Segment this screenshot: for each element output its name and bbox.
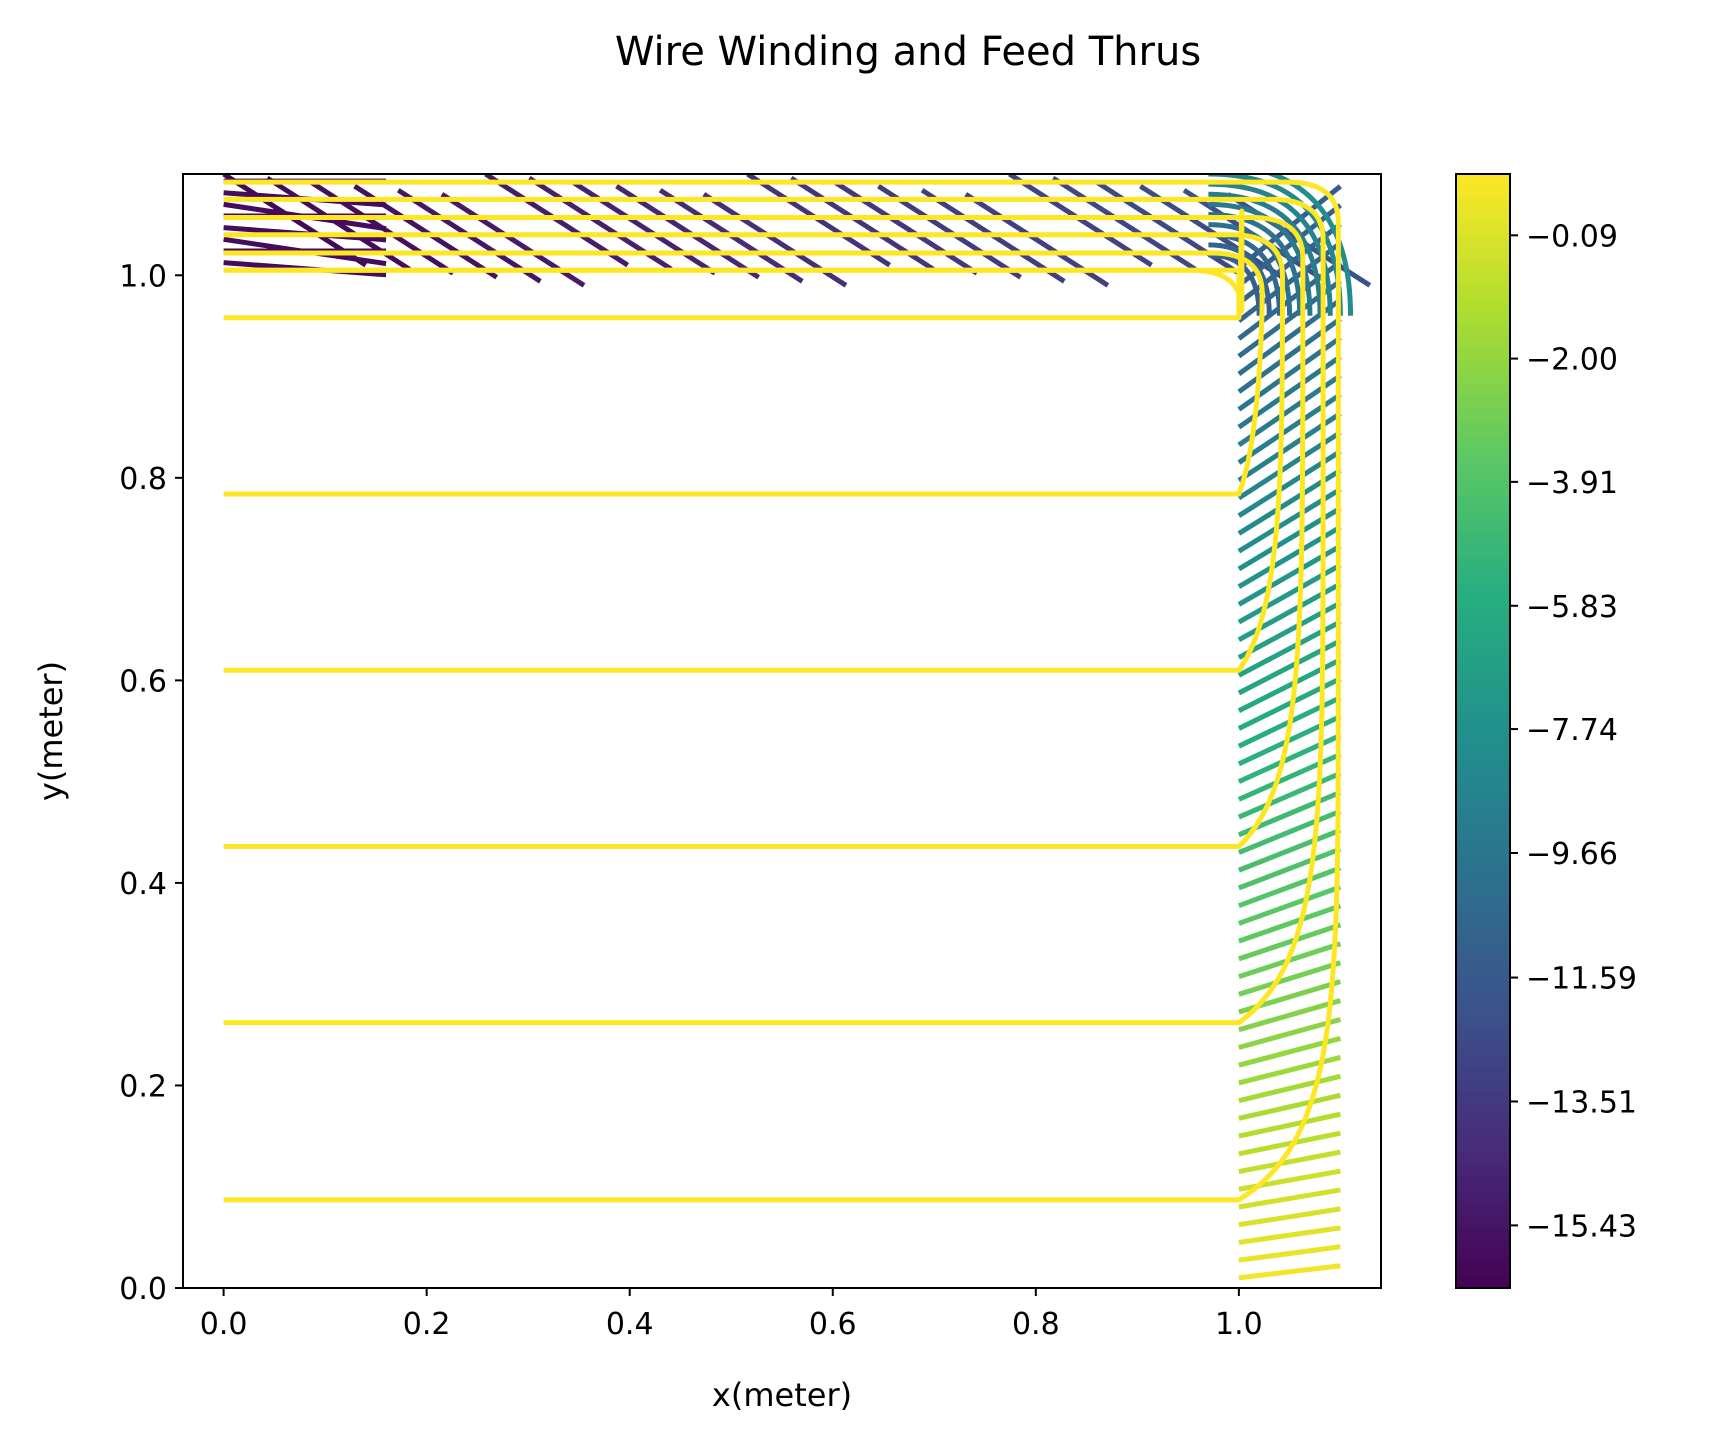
field-line — [833, 179, 979, 276]
colorbar-tick-label: −7.74 — [1526, 713, 1618, 748]
colorbar-tick-label: −2.00 — [1526, 343, 1618, 378]
x-axis: 0.0 0.2 0.4 0.6 0.8 1.0 — [200, 1288, 1263, 1342]
x-tick-label: 0.0 — [200, 1307, 248, 1342]
y-tick-label: 0.2 — [119, 1069, 167, 1104]
colorbar-tick-label: −11.59 — [1526, 962, 1637, 997]
y-axis: 0.0 0.2 0.4 0.6 0.8 1.0 — [119, 259, 183, 1307]
field-line — [1051, 175, 1197, 272]
field-line — [1238, 1187, 1341, 1210]
field-line — [1237, 827, 1342, 873]
winding-line — [223, 179, 1341, 1203]
field-line — [1238, 1244, 1341, 1263]
field-line — [1238, 1130, 1341, 1157]
x-tick-label: 0.2 — [403, 1307, 451, 1342]
field-line — [1237, 752, 1342, 802]
field-line — [1238, 922, 1342, 962]
winding-line — [223, 267, 1242, 318]
field-line — [1238, 1225, 1341, 1245]
y-tick-label: 0.8 — [119, 462, 167, 497]
plot-area — [182, 173, 1382, 1289]
colorbar-frame — [1455, 173, 1511, 1289]
y-tick-label: 1.0 — [119, 259, 167, 294]
colorbar-tick-label: −0.09 — [1526, 219, 1618, 254]
y-axis-label: y(meter) — [32, 661, 70, 801]
field-line — [789, 175, 935, 272]
field-line — [1208, 252, 1262, 316]
colorbar: −0.09 −2.00 −3.91 −5.83 −7.74 −9.66 −11.59 −13.… — [1455, 173, 1637, 1289]
field-line — [1238, 903, 1342, 944]
field-line — [1238, 1073, 1341, 1104]
winding-line — [223, 215, 1306, 849]
wire-winding-lines — [223, 179, 1341, 1203]
field-line — [1237, 865, 1342, 909]
winding-line — [223, 196, 1326, 1026]
field-line — [1238, 884, 1342, 926]
field-line — [1237, 846, 1342, 891]
field-line-contours — [222, 174, 1372, 1281]
x-tick-label: 1.0 — [1215, 1307, 1263, 1342]
y-tick-label: 0.0 — [119, 1272, 167, 1307]
colorbar-level-lines — [1457, 176, 1509, 1286]
field-line — [1208, 191, 1323, 316]
x-tick-label: 0.6 — [809, 1307, 857, 1342]
field-line — [1238, 1111, 1341, 1139]
field-line — [1238, 1092, 1341, 1121]
field-line — [1238, 1149, 1341, 1174]
field-line — [1208, 201, 1313, 316]
colorbar-tick-label: −5.83 — [1526, 590, 1618, 625]
field-line — [1238, 960, 1342, 997]
chart-title: Wire Winding and Feed Thrus — [615, 29, 1201, 75]
winding-line — [223, 232, 1286, 673]
colorbar-tick-label: −3.91 — [1526, 466, 1618, 501]
x-tick-label: 0.4 — [606, 1307, 654, 1342]
y-tick-label: 0.4 — [119, 867, 167, 902]
field-line — [1237, 808, 1342, 855]
field-line — [571, 179, 717, 276]
field-line — [1208, 181, 1333, 316]
field-line — [1238, 1263, 1341, 1281]
x-axis-label: x(meter) — [712, 1376, 852, 1414]
colorbar-tick-label: −13.51 — [1526, 1085, 1637, 1120]
field-line — [1208, 242, 1272, 316]
x-tick-label: 0.8 — [1012, 1307, 1060, 1342]
field-line — [1238, 1017, 1342, 1050]
colorbar-gradient — [1456, 174, 1510, 1288]
field-line — [1238, 998, 1342, 1033]
y-tick-label: 0.6 — [119, 664, 167, 699]
field-line — [1238, 1206, 1341, 1228]
field-line — [1264, 174, 1354, 316]
colorbar-tick-label: −9.66 — [1526, 837, 1618, 872]
field-line — [527, 175, 673, 272]
winding-line — [223, 250, 1265, 497]
field-line — [1237, 771, 1342, 820]
colorbar-tick-label: −15.43 — [1526, 1209, 1637, 1244]
plot-frame — [182, 173, 1382, 1289]
colorbar-ticks: −0.09 −2.00 −3.91 −5.83 −7.74 −9.66 −11.59 −13.… — [1510, 219, 1637, 1244]
